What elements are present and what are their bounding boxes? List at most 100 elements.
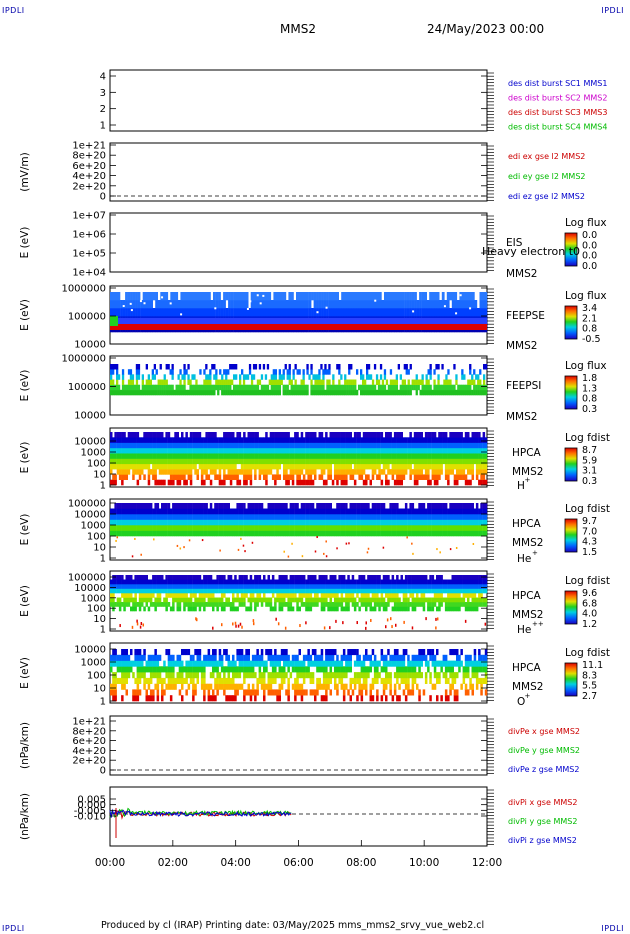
panel-burst-ytick-label: 3 [100, 88, 106, 99]
panel-hpca_hepp-speck [436, 617, 439, 621]
panel-burst-legend-1: des dist burst SC2 MMS2 [508, 94, 607, 103]
panel-hpca_hepp-ytick-label: 100 [87, 604, 106, 615]
panel-hpca_hepp-speck [435, 626, 437, 630]
panel-hpca_he-spectrogram [110, 503, 488, 537]
panel-feepse-gap [143, 302, 146, 305]
panel-hpca_hepp-speck [342, 621, 344, 625]
panel-hpca_he-speck [367, 547, 370, 550]
panel-feepse-gap [316, 311, 319, 314]
panel-hpca_hepp-speck [370, 618, 372, 622]
panel-hpca_he-speck [323, 552, 325, 555]
panel-eis-ytick-label: 1e+06 [72, 230, 106, 241]
panel-hpca_hepp-cbar-tick: 4.0 [582, 609, 597, 620]
panel-hpca_he-speck [348, 542, 350, 545]
panel-hpca_h-ytick-label: 1000 [81, 448, 106, 459]
panel-hpca_hepp-speck [335, 619, 337, 623]
panel-divpe-legend-0: divPe x gse MMS2 [508, 727, 580, 736]
panel-divpi-ytick-label: 0.005 [77, 795, 106, 806]
panel-divpi-legend-2: divPi z gse MMS2 [508, 836, 577, 845]
panel-burst-ytick-label: 2 [100, 104, 106, 115]
panel-hpca_o-ytick-label: 10 [93, 684, 106, 695]
panel-burst-legend-0: des dist burst SC1 MMS1 [508, 79, 607, 88]
panel-hpca_he-speck [240, 537, 242, 540]
panel-hpca_hepp-colorbar [564, 590, 578, 625]
panel-hpca_h-cbar-tick: 8.7 [582, 445, 597, 456]
panel-hpca_hepp-speck [385, 625, 387, 629]
panel-feepse-gap [443, 305, 446, 308]
x-tick-label: 08:00 [346, 857, 376, 869]
panel-divpe-frame [109, 715, 488, 776]
panel-hpca_he-colorbar [564, 518, 578, 553]
panel-hpca_hepp-speck [239, 622, 242, 626]
panel-hpca_he-speck [325, 540, 327, 543]
panel-hpca_o-species-charge: + [525, 692, 531, 700]
panel-hpca_he-speck [244, 550, 246, 553]
panel-hpca_he-speck [134, 537, 136, 540]
panel-hpca_he-speck [179, 547, 182, 550]
panel-feepsi-ytick-label: 100000 [68, 382, 106, 393]
panel-hpca_hepp-speck [252, 622, 255, 626]
panel-feepse-gap [412, 310, 415, 313]
panel-hpca_he-cbar-title: Log fdist [565, 503, 610, 515]
panel-hpca_he-speck [201, 539, 204, 542]
panel-hpca_hepp-speck [212, 626, 214, 630]
panel-hpca_he-speck [287, 555, 290, 558]
panel-hpca_he-speck [153, 538, 155, 541]
panel-hpca_h-cbar-tick: 0.3 [582, 476, 597, 487]
panel-hpca_hepp-cbar-tick: 1.2 [582, 619, 597, 630]
panel-feepse-gap [169, 302, 172, 305]
panel-hpca_h-species: H [517, 480, 525, 492]
panel-eis-ytick-label: 1e+04 [72, 268, 106, 279]
panel-hpca_h-species-charge: + [525, 476, 531, 484]
panel-hpca_hepp-speck [136, 622, 139, 626]
panel-hpca_he-speck [283, 550, 285, 553]
panel-hpca_he-speck [436, 548, 438, 551]
panel-feepse-cbar-tick: 3.4 [582, 303, 597, 314]
panel-hpca_hepp-ylabel: E (eV) [19, 585, 31, 617]
panel-hpca_hepp-speck [234, 621, 237, 625]
panel-edi-ylabel: (mV/m) [19, 152, 31, 191]
panel-burst-ytick-label: 1 [100, 121, 106, 132]
panel-hpca_hepp-speck [299, 624, 301, 628]
panel-hpca_o-cbar-tick: 11.1 [582, 660, 603, 671]
panel-feepse-spacecraft: MMS2 [506, 340, 537, 352]
x-tick-label: 00:00 [95, 857, 125, 869]
panel-feepse-gap [325, 306, 328, 309]
panel-divpi-ytick-label: 0.000 [77, 800, 106, 811]
panel-hpca_o-ytick-label: 10000 [74, 645, 106, 656]
panel-hpca_hepp-ytick-label: 10 [93, 614, 106, 625]
panel-hpca_hepp-speck [464, 619, 467, 623]
panel-hpca_hepp-speck [221, 623, 223, 627]
panel-feepse-cbar-title: Log flux [565, 290, 607, 302]
panel-hpca_h-ylabel: E (eV) [19, 442, 31, 474]
panel-hpca_hepp-speck [140, 622, 143, 626]
panel-hpca_he-ytick-label: 10 [93, 543, 106, 554]
panel-hpca_o-species: O [517, 696, 525, 708]
panel-divpe-ytick-label: 8e+20 [72, 726, 106, 737]
panel-hpca_hepp-speck [403, 620, 405, 624]
panel-hpca_he-speck [316, 536, 318, 539]
panel-hpca_hepp-speck [136, 619, 138, 623]
panel-feepse-cbar-tick: 2.1 [582, 313, 597, 324]
panel-eis-cbar-tick: 0.0 [582, 261, 597, 272]
panel-hpca_he-speck [140, 553, 142, 556]
panel-feepse-ytick-label: 1000000 [61, 284, 106, 295]
panel-edi-ytick-label: 8e+20 [72, 151, 106, 162]
panel-feepse-gap [161, 296, 164, 299]
panel-feepse-gap [249, 300, 252, 303]
panel-feepsi-cbar-title: Log flux [565, 360, 607, 372]
panel-hpca_hepp-instrument: HPCA [512, 590, 542, 602]
panel-hpca_h-spacecraft: MMS2 [512, 466, 543, 478]
panel-feepse-gap [129, 302, 132, 305]
panel-hpca_hepp-speck [391, 625, 393, 629]
panel-hpca_he-speck [325, 555, 328, 558]
corner-label-top-right: IPDLI [601, 6, 624, 15]
date-title: 24/May/2023 00:00 [427, 22, 545, 36]
x-tick-label: 06:00 [283, 857, 313, 869]
panel-hpca_he-ytick-label: 1 [100, 554, 106, 565]
panel-feepse-gap [262, 294, 265, 297]
panel-feepse-low-band [110, 318, 487, 324]
panel-hpca_o-ytick-label: 1 [100, 697, 106, 708]
panel-feepse-instrument: FEEPSE [506, 310, 545, 322]
panel-eis-frame [109, 212, 488, 273]
